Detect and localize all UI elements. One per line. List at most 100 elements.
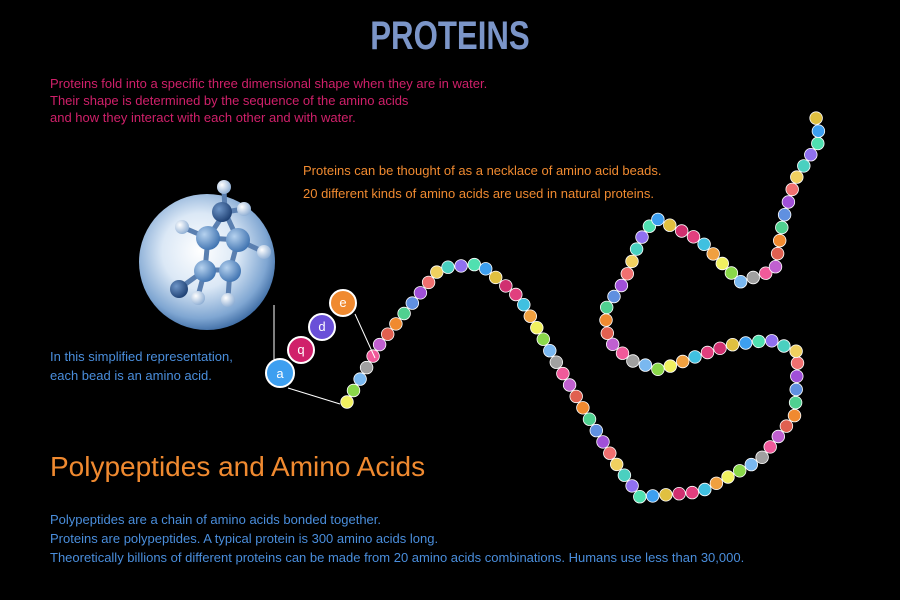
amino-acid-bead [773, 233, 787, 248]
amino-acid-bead [779, 419, 794, 433]
amino-acid-bead [603, 446, 617, 460]
amino-acid-bead [589, 423, 604, 438]
amino-acid-bead [715, 256, 730, 271]
simplified-line: In this simplified representation, [50, 349, 233, 364]
amino-acid-bead [785, 182, 799, 197]
amino-acid-bead [610, 457, 624, 472]
amino-acid-bead [562, 378, 577, 392]
polypeptide-paragraph: Polypeptides are a chain of amino acids … [50, 510, 744, 567]
amino-acid-bead [620, 267, 635, 281]
simplified-line: each bead is an amino acid. [50, 368, 212, 383]
amino-acid-bead [646, 489, 660, 503]
amino-acid-bead [685, 485, 699, 500]
amino-acid-bead [698, 482, 712, 497]
amino-acid-bead [614, 278, 629, 293]
amino-acid-bead [713, 341, 727, 356]
amino-acid-bead [617, 468, 632, 482]
intro-line: Their shape is determined by the sequenc… [50, 93, 409, 108]
amino-acid-bead [651, 212, 665, 227]
amino-acid-chain [340, 111, 826, 504]
amino-acid-bead [721, 470, 735, 484]
polypeptide-line: Theoretically billions of different prot… [50, 550, 745, 565]
labeled-beads: a q d e [265, 289, 357, 388]
amino-acid-bead [789, 344, 803, 358]
amino-acid-bead [775, 220, 789, 235]
molecule-sphere [139, 180, 275, 330]
amino-acid-bead [759, 266, 773, 280]
amino-acid-bead [663, 359, 678, 373]
amino-acid-bead [582, 412, 597, 426]
amino-acid-bead [549, 355, 564, 369]
amino-acid-bead [777, 207, 792, 222]
amino-acid-bead [739, 336, 753, 350]
amino-acid-bead [346, 383, 361, 398]
amino-acid-bead [755, 450, 769, 465]
amino-acid-bead [569, 389, 583, 404]
connector-lines [273, 305, 376, 405]
amino-acid-bead [771, 429, 786, 444]
intro-line: Proteins fold into a specific three dime… [50, 76, 488, 91]
amino-acid-bead [381, 327, 395, 341]
amino-acid-bead [517, 298, 531, 312]
amino-acid-bead [638, 358, 653, 372]
amino-acid-bead [790, 369, 804, 384]
amino-acid-bead [615, 346, 630, 360]
amino-acid-bead [788, 395, 803, 410]
amino-acid-bead [600, 300, 614, 315]
amino-acid-bead [768, 260, 783, 274]
amino-acid-bead [659, 488, 673, 502]
bead-d: d [308, 313, 336, 341]
amino-acid-bead [600, 326, 615, 340]
amino-acid-bead [389, 317, 403, 331]
amino-acid-bead [724, 266, 739, 280]
amino-acid-bead [746, 270, 760, 285]
amino-acid-bead [770, 246, 785, 261]
amino-acid-bead [607, 289, 621, 304]
amino-acid-bead [752, 334, 766, 349]
amino-acid-bead [430, 265, 444, 279]
amino-acid-bead [709, 476, 724, 491]
bead-e: e [329, 289, 357, 317]
amino-acid-bead [700, 345, 715, 360]
bead-q: q [287, 336, 315, 364]
necklace-paragraph: Proteins can be thought of as a necklace… [303, 159, 661, 205]
polypeptide-line: Proteins are polypeptides. A typical pro… [50, 531, 439, 546]
amino-acid-bead [467, 257, 482, 272]
amino-acid-bead [353, 372, 367, 386]
amino-acid-bead [366, 349, 380, 363]
amino-acid-bead [672, 487, 686, 501]
amino-acid-bead [733, 464, 747, 478]
amino-acid-bead [372, 337, 387, 352]
amino-acid-bead [509, 287, 523, 302]
amino-acid-bead [599, 313, 613, 327]
amino-acid-bead [797, 159, 811, 173]
amino-acid-bead [625, 479, 639, 493]
amino-acid-bead [688, 350, 702, 364]
bead-a-label: a [276, 366, 284, 381]
amino-acid-bead [811, 124, 826, 138]
intro-paragraph: Proteins fold into a specific three dime… [50, 75, 487, 126]
amino-acid-bead [686, 230, 701, 244]
amino-acid-bead [809, 111, 823, 125]
amino-acid-bead [765, 334, 779, 348]
amino-acid-bead [633, 490, 647, 504]
amino-acid-bead [763, 440, 777, 454]
amino-acid-bead [744, 457, 759, 472]
bead-d-label: d [318, 319, 325, 334]
amino-acid-bead [499, 279, 513, 293]
amino-acid-bead [781, 195, 796, 209]
polypeptide-line: Polypeptides are a chain of amino acids … [50, 512, 382, 527]
amino-acid-bead [676, 354, 690, 369]
bead-a: a [265, 358, 295, 388]
necklace-line: 20 different kinds of amino acids are us… [303, 186, 654, 201]
amino-acid-bead [725, 338, 740, 352]
amino-acid-bead [635, 230, 649, 244]
amino-acid-bead [790, 170, 804, 184]
amino-acid-bead [787, 408, 802, 423]
amino-acid-bead [576, 401, 590, 415]
section-heading: Polypeptides and Amino Acids [50, 451, 426, 482]
amino-acid-bead [777, 339, 791, 353]
amino-acid-bead [789, 382, 803, 397]
amino-acid-bead [706, 247, 720, 261]
amino-acid-bead [421, 275, 436, 290]
